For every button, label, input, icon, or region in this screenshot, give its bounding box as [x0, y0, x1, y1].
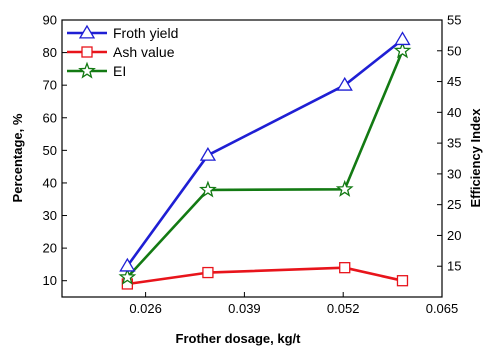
- legend: Froth yield Ash value EI: [67, 24, 178, 79]
- y-axis-ticks: 10 20 30 40 50 60 70 80 90: [43, 13, 67, 288]
- series-layer: [118, 31, 412, 290]
- y2-tick-label: 40: [447, 105, 461, 120]
- froth-yield-point: [119, 257, 136, 272]
- y2-tick-label: 50: [447, 43, 461, 58]
- y2-tick-label: 15: [447, 259, 461, 274]
- legend-marker-ash-value: [81, 46, 93, 58]
- legend-marker-froth-yield: [78, 24, 96, 39]
- ei-point: [393, 41, 412, 59]
- y2-tick-label: 45: [447, 74, 461, 89]
- y2-tick-label: 55: [447, 13, 461, 28]
- y-tick-label: 60: [43, 110, 57, 125]
- ash-value-line: [127, 266, 403, 286]
- y2-tick-label: 20: [447, 228, 461, 243]
- y2-tick-label: 25: [447, 197, 461, 212]
- plot-frame: [61, 19, 443, 298]
- ei-line: [126, 50, 404, 279]
- x-axis-title: Frother dosage, kg/t: [176, 331, 302, 346]
- x-tick-label: 0.026: [129, 301, 162, 316]
- y2-tick-label: 35: [447, 136, 461, 151]
- froth-yield-line: [126, 38, 404, 267]
- x-tick-label: 0.065: [426, 301, 459, 316]
- x-tick-label: 0.039: [228, 301, 261, 316]
- legend-marker-ei: [78, 61, 96, 79]
- ash-value-point: [339, 262, 351, 274]
- ei-point: [118, 267, 137, 285]
- y-tick-label: 40: [43, 175, 57, 190]
- y-axis-title: Percentage, %: [10, 113, 25, 202]
- x-tick-label: 0.052: [327, 301, 360, 316]
- y2-axis-title: Efficiency Index: [468, 108, 483, 208]
- y-tick-label: 20: [43, 241, 57, 256]
- froth-yield-point: [199, 146, 217, 161]
- legend-label-ash-value: Ash value: [113, 44, 175, 60]
- ei-point: [199, 180, 217, 198]
- y-tick-label: 50: [43, 143, 57, 158]
- y2-tick-label: 30: [447, 166, 461, 181]
- y2-axis-ticks: 15 20 25 30 35 40 45 50 55: [437, 13, 461, 274]
- y-tick-label: 10: [43, 273, 57, 288]
- ash-value-point: [396, 275, 409, 287]
- y-tick-label: 70: [43, 78, 57, 93]
- x-axis-ticks: 0.026 0.039 0.052 0.065: [129, 292, 458, 316]
- legend-label-froth-yield: Froth yield: [113, 25, 178, 41]
- froth-yield-point: [336, 76, 353, 91]
- legend-label-ei: EI: [113, 63, 126, 79]
- y-tick-label: 90: [43, 13, 57, 28]
- froth-yield-point: [394, 31, 411, 46]
- ash-value-point: [202, 266, 214, 279]
- ei-point: [335, 179, 354, 197]
- y-tick-label: 80: [43, 45, 57, 60]
- y-tick-label: 30: [43, 208, 57, 223]
